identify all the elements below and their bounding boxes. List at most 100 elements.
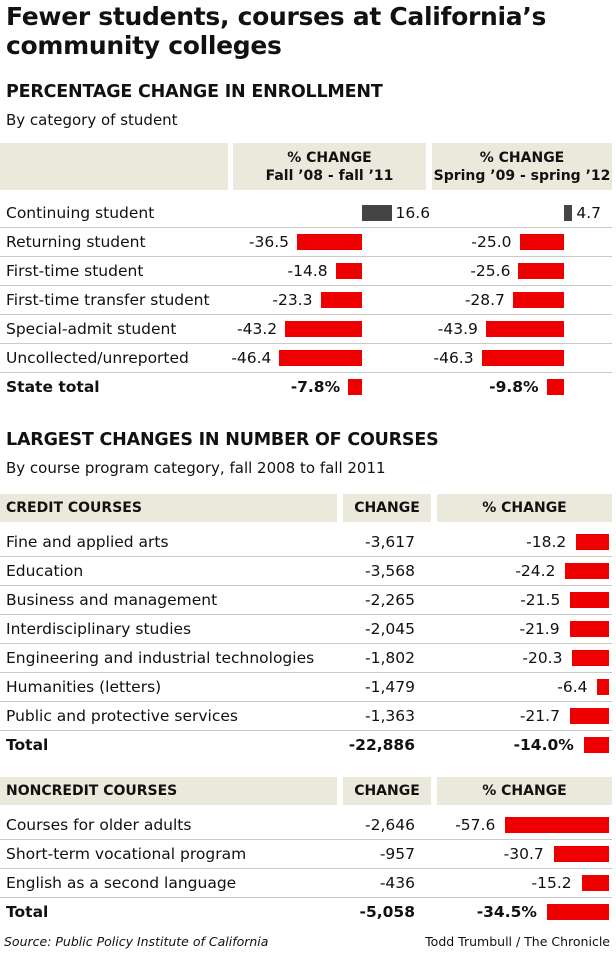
- row-label: Interdisciplinary studies: [6, 620, 192, 638]
- row-label: First-time transfer student: [6, 291, 210, 309]
- row-label: Returning student: [6, 233, 146, 251]
- bar: [485, 321, 564, 337]
- bar: [279, 350, 362, 366]
- value-label: -25.6: [470, 262, 511, 280]
- pct-value: -57.6: [455, 816, 496, 834]
- table-row: Courses for older adults -2,646 -57.6: [0, 811, 612, 840]
- header-label: CREDIT COURSES: [0, 494, 337, 522]
- row-label: Continuing student: [6, 204, 155, 222]
- table-row: Uncollected/unreported -46.4 -46.3: [0, 344, 612, 373]
- bar: [518, 263, 564, 279]
- change-value: -2,646: [365, 816, 415, 834]
- table-row: Fine and applied arts -3,617 -18.2: [0, 528, 612, 557]
- table-row: Engineering and industrial technologies -…: [0, 644, 612, 673]
- table-row: Interdisciplinary studies -2,045 -21.9: [0, 615, 612, 644]
- bar: [583, 737, 609, 753]
- header-band-blank: [0, 143, 228, 190]
- value-label: -23.3: [272, 291, 313, 309]
- pct-value: -14.0%: [513, 736, 574, 754]
- value-label: -43.2: [237, 320, 278, 338]
- row-label: Total: [6, 903, 49, 921]
- bar: [581, 875, 609, 891]
- value-label: -46.3: [433, 349, 474, 367]
- pct-value: -18.2: [526, 533, 567, 551]
- change-value: -2,045: [365, 620, 415, 638]
- row-label: State total: [6, 378, 100, 396]
- header-change: CHANGE: [343, 494, 431, 522]
- row-label: Total: [6, 736, 49, 754]
- bar: [481, 350, 564, 366]
- table-row: Special-admit student -43.2 -43.9: [0, 315, 612, 344]
- bar: [569, 621, 609, 637]
- bar: [285, 321, 362, 337]
- column-header-line2: Spring ’09 - spring ’12: [433, 168, 611, 184]
- table-row: Continuing student 16.6 4.7: [0, 199, 612, 228]
- bar: [570, 592, 609, 608]
- value-label: -36.5: [248, 233, 290, 251]
- table-row: Total -5,058 -34.5%: [0, 898, 612, 927]
- bar: [519, 234, 564, 250]
- value-label: -14.8: [287, 262, 328, 280]
- row-label: Humanities (letters): [6, 678, 162, 696]
- row-label: Uncollected/unreported: [6, 349, 189, 367]
- value-label: -46.4: [231, 349, 272, 367]
- column-header-fall: % CHANGE Fall ’08 - fall ’11: [233, 143, 426, 190]
- table-row: Humanities (letters) -1,479 -6.4: [0, 673, 612, 702]
- table-row: Education -3,568 -24.2: [0, 557, 612, 586]
- bar: [512, 292, 564, 308]
- bar: [576, 534, 609, 550]
- change-value: -1,802: [365, 649, 415, 667]
- table-row: English as a second language -436 -15.2: [0, 869, 612, 898]
- header-pct-change: % CHANGE: [437, 777, 612, 805]
- bar: [362, 205, 392, 221]
- row-label: Fine and applied arts: [6, 533, 169, 551]
- row-label: Business and management: [6, 591, 218, 609]
- bar: [320, 292, 362, 308]
- header-pct-change: % CHANGE: [437, 494, 612, 522]
- value-label: -43.9: [437, 320, 478, 338]
- bar: [335, 263, 362, 279]
- chart-title: Fewer students, courses at California’s …: [6, 2, 547, 60]
- row-label: Engineering and industrial technologies: [6, 649, 315, 667]
- change-value: -22,886: [348, 736, 415, 754]
- column-header-line1: % CHANGE: [287, 150, 372, 166]
- change-value: -436: [379, 874, 415, 892]
- row-label: Public and protective services: [6, 707, 238, 725]
- enrollment-heading: PERCENTAGE CHANGE IN ENROLLMENT: [6, 82, 383, 102]
- table-row: First-time student -14.8 -25.6: [0, 257, 612, 286]
- bar: [565, 563, 609, 579]
- value-label: -25.0: [471, 233, 512, 251]
- source-note: Source: Public Policy Institute of Calif…: [4, 934, 269, 949]
- bar: [564, 205, 573, 221]
- enrollment-subheading: By category of student: [6, 111, 178, 129]
- row-label: Courses for older adults: [6, 816, 192, 834]
- table-row: Short-term vocational program -957 -30.7: [0, 840, 612, 869]
- pct-value: -15.2: [531, 874, 572, 892]
- pct-value: -21.5: [520, 591, 561, 609]
- bar: [553, 846, 609, 862]
- table-row: Business and management -2,265 -21.5: [0, 586, 612, 615]
- column-header-spring: % CHANGE Spring ’09 - spring ’12: [432, 143, 612, 190]
- row-label: First-time student: [6, 262, 144, 280]
- bar: [569, 708, 609, 724]
- change-value: -1,479: [365, 678, 415, 696]
- value-label: -7.8%: [290, 378, 341, 396]
- credit-line: Todd Trumbull / The Chronicle: [425, 934, 610, 949]
- change-value: -1,363: [365, 707, 415, 725]
- header-label: NONCREDIT COURSES: [0, 777, 337, 805]
- bar: [546, 379, 564, 395]
- change-value: -3,617: [365, 533, 415, 551]
- value-label: -28.7: [464, 291, 505, 309]
- table-row: State total -7.8% -9.8%: [0, 373, 612, 402]
- pct-value: -34.5%: [476, 903, 537, 921]
- row-label: Education: [6, 562, 84, 580]
- row-label: Short-term vocational program: [6, 845, 247, 863]
- pct-value: -21.9: [519, 620, 560, 638]
- value-label: 4.7: [576, 204, 602, 222]
- pct-value: -6.4: [557, 678, 588, 696]
- table-row: Public and protective services -1,363 -21.…: [0, 702, 612, 731]
- change-value: -2,265: [365, 591, 415, 609]
- bar: [597, 679, 609, 695]
- pct-value: -21.7: [519, 707, 560, 725]
- table-row: Returning student -36.5 -25.0: [0, 228, 612, 257]
